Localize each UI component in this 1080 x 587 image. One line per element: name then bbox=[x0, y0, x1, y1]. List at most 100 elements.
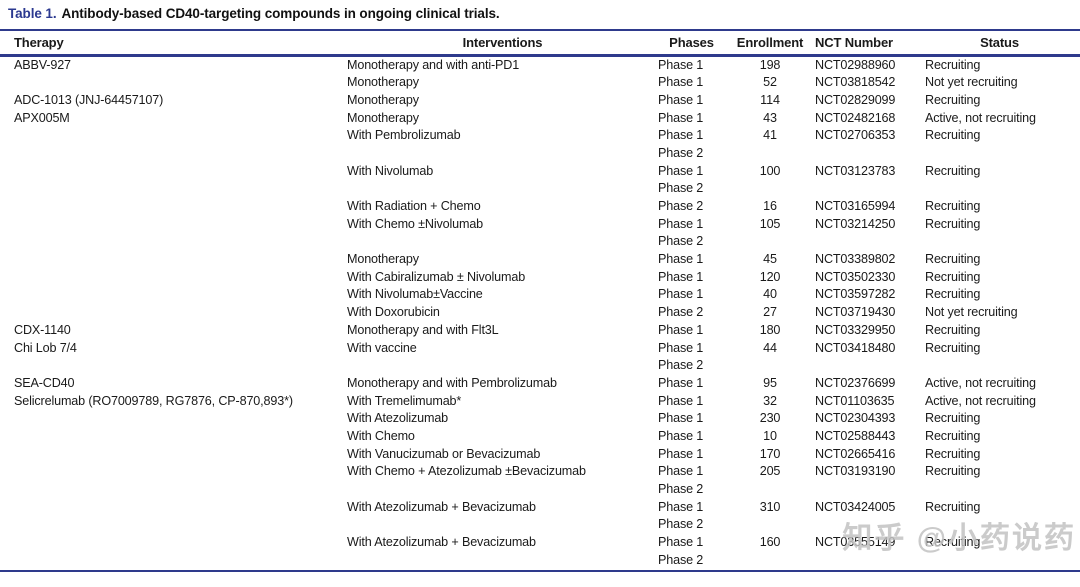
cell-intervention bbox=[347, 516, 658, 534]
cell-enrollment: 100 bbox=[759, 163, 781, 178]
bottom-divider bbox=[0, 570, 1080, 572]
cell-status bbox=[925, 145, 1074, 163]
cell-intervention: With Radiation + Chemo bbox=[347, 199, 481, 213]
cell-enrollment: 52 bbox=[763, 75, 777, 90]
cell-therapy bbox=[14, 145, 347, 163]
cell-intervention: Monotherapy and with Pembrolizumab bbox=[347, 375, 557, 390]
cell-enrollment bbox=[725, 481, 815, 499]
table-row: Phase 2 bbox=[0, 233, 1080, 251]
cell-status: Recruiting bbox=[925, 252, 981, 267]
cell-phases: Phase 2 bbox=[658, 517, 704, 532]
cell-nct-number bbox=[815, 516, 925, 534]
table-row: With Atezolizumab + Bevacizumab Phase 1 … bbox=[0, 499, 1080, 517]
cell-therapy bbox=[14, 463, 347, 481]
cell-phases: Phase 1 bbox=[658, 216, 704, 231]
cell-status: Recruiting bbox=[925, 216, 981, 231]
table-number-label: Table 1. bbox=[8, 6, 57, 21]
cell-status: Recruiting bbox=[925, 499, 981, 514]
cell-therapy: SEA-CD40 bbox=[14, 375, 75, 390]
cell-phases: Phase 1 bbox=[658, 57, 704, 72]
table-row: With Nivolumab Phase 1 100 NCT03123783 R… bbox=[0, 163, 1080, 181]
cell-intervention: With Nivolumab±Vaccine bbox=[347, 287, 483, 302]
cell-phases: Phase 1 bbox=[658, 499, 704, 514]
cell-intervention: With Atezolizumab bbox=[347, 411, 449, 426]
cell-status: Active, not recruiting bbox=[925, 110, 1036, 125]
cell-nct-number bbox=[815, 552, 925, 570]
cell-nct-number bbox=[815, 357, 925, 375]
column-header-interventions: Interventions bbox=[462, 35, 543, 50]
cell-intervention: With Atezolizumab + Bevacizumab bbox=[347, 535, 536, 550]
table-body: ABBV-927 Monotherapy and with anti-PD1 P… bbox=[0, 57, 1080, 570]
cell-enrollment bbox=[725, 552, 815, 570]
cell-phases: Phase 1 bbox=[658, 128, 704, 143]
cell-status: Recruiting bbox=[925, 411, 981, 426]
cell-status bbox=[925, 481, 1074, 499]
table-row: Phase 2 bbox=[0, 180, 1080, 198]
cell-intervention: Monotherapy bbox=[347, 110, 419, 125]
cell-status bbox=[925, 552, 1074, 570]
table-row: SEA-CD40 Monotherapy and with Pembrolizu… bbox=[0, 375, 1080, 393]
cell-enrollment: 198 bbox=[759, 57, 781, 72]
cell-enrollment bbox=[725, 516, 815, 534]
cell-nct-number: NCT02988960 bbox=[815, 57, 896, 72]
cell-status: Not yet recruiting bbox=[925, 305, 1018, 320]
cell-phases: Phase 1 bbox=[658, 375, 704, 390]
cell-therapy bbox=[14, 481, 347, 499]
header-divider bbox=[0, 54, 1080, 57]
table-row: With Pembrolizumab Phase 1 41 NCT0270635… bbox=[0, 127, 1080, 145]
cell-intervention bbox=[347, 357, 658, 375]
cell-nct-number bbox=[815, 180, 925, 198]
cell-intervention: With Atezolizumab + Bevacizumab bbox=[347, 499, 536, 514]
table-row: With Atezolizumab Phase 1 230 NCT0230439… bbox=[0, 410, 1080, 428]
table-row: Phase 2 bbox=[0, 481, 1080, 499]
cell-nct-number: NCT03719430 bbox=[815, 305, 896, 320]
cell-therapy: Selicrelumab (RO7009789, RG7876, CP-870,… bbox=[14, 393, 293, 408]
cell-phases: Phase 1 bbox=[658, 75, 704, 90]
cell-status bbox=[925, 180, 1074, 198]
table-row: Chi Lob 7/4 With vaccine Phase 1 44 NCT0… bbox=[0, 340, 1080, 358]
table-row: Monotherapy Phase 1 52 NCT03818542 Not y… bbox=[0, 74, 1080, 92]
table-row: Phase 2 bbox=[0, 145, 1080, 163]
cell-therapy: ABBV-927 bbox=[14, 57, 71, 72]
cell-intervention: With Cabiralizumab ± Nivolumab bbox=[347, 269, 526, 284]
cell-phases: Phase 1 bbox=[658, 340, 704, 355]
cell-phases: Phase 1 bbox=[658, 92, 704, 107]
cell-intervention: With Chemo bbox=[347, 428, 415, 443]
cell-nct-number: NCT03502330 bbox=[815, 269, 896, 284]
cell-therapy bbox=[14, 534, 347, 552]
cell-status: Recruiting bbox=[925, 57, 981, 72]
cell-intervention: Monotherapy bbox=[347, 252, 419, 267]
cell-enrollment: 16 bbox=[763, 199, 777, 213]
table-row: ABBV-927 Monotherapy and with anti-PD1 P… bbox=[0, 57, 1080, 75]
cell-phases: Phase 1 bbox=[658, 163, 704, 178]
cell-enrollment: 27 bbox=[763, 305, 777, 320]
cell-nct-number: NCT02376699 bbox=[815, 375, 896, 390]
cell-status: Recruiting bbox=[925, 322, 981, 337]
cell-nct-number: NCT03123783 bbox=[815, 163, 896, 178]
cell-status: Recruiting bbox=[925, 287, 981, 302]
table-header-row: Therapy Interventions Phases Enrollment … bbox=[0, 31, 1080, 54]
cell-status: Recruiting bbox=[925, 92, 981, 107]
column-header-phases: Phases bbox=[669, 35, 714, 50]
cell-therapy bbox=[14, 410, 347, 428]
cell-enrollment: 310 bbox=[759, 499, 781, 514]
cell-intervention: With Tremelimumab* bbox=[347, 393, 462, 408]
table-title: Table 1. Antibody-based CD40-targeting co… bbox=[0, 0, 1080, 26]
cell-nct-number: NCT01103635 bbox=[815, 393, 895, 408]
cell-status: Recruiting bbox=[925, 446, 981, 461]
cell-therapy: Chi Lob 7/4 bbox=[14, 340, 77, 355]
cell-nct-number: NCT02665416 bbox=[815, 446, 896, 461]
cell-intervention: With vaccine bbox=[347, 340, 417, 355]
cell-intervention: With Vanucizumab or Bevacizumab bbox=[347, 446, 541, 461]
cell-status: Recruiting bbox=[925, 128, 981, 143]
cell-nct-number: NCT02588443 bbox=[815, 428, 896, 443]
cell-phases: Phase 1 bbox=[658, 535, 704, 550]
table-row: ADC-1013 (JNJ-64457107) Monotherapy Phas… bbox=[0, 92, 1080, 110]
cell-enrollment: 32 bbox=[763, 393, 777, 408]
cell-therapy bbox=[14, 251, 347, 269]
cell-phases: Phase 2 bbox=[658, 552, 704, 567]
cell-nct-number: NCT03193190 bbox=[815, 464, 896, 479]
cell-therapy: ADC-1013 (JNJ-64457107) bbox=[14, 92, 164, 107]
cell-enrollment bbox=[725, 233, 815, 251]
